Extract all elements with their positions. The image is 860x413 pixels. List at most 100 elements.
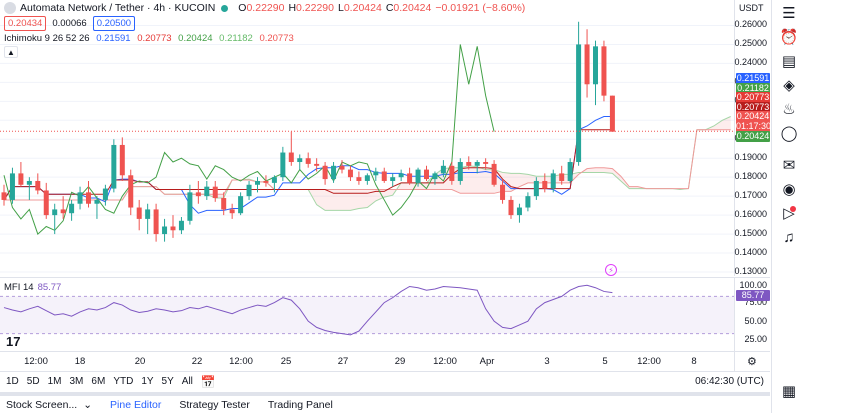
gear-icon[interactable]: ⚙ <box>747 356 757 368</box>
clock-time[interactable]: 06:42:30 (UTC) <box>695 376 764 387</box>
price-axis-label: 0.13000 <box>734 266 767 276</box>
candle-body <box>516 207 522 216</box>
candle-body <box>491 163 497 185</box>
chevron-down-icon[interactable]: ⌄ <box>83 398 93 411</box>
candle-body <box>288 152 294 163</box>
price-tag: 0.20424 <box>736 111 770 123</box>
range-button-ytd[interactable]: YTD <box>113 376 134 387</box>
range-button-1d[interactable]: 1D <box>6 376 19 387</box>
candle-body <box>119 144 125 176</box>
candle-body <box>483 162 489 164</box>
sell-price-button[interactable]: 0.20434 <box>4 16 47 31</box>
candle-body <box>584 44 590 85</box>
fire-icon[interactable]: ♨ <box>782 101 796 118</box>
candle-body <box>212 186 218 199</box>
range-button-5d[interactable]: 5D <box>26 376 40 387</box>
range-button-6m[interactable]: 6M <box>91 376 106 387</box>
range-button-1m[interactable]: 1M <box>47 376 62 387</box>
candle-body <box>111 144 117 189</box>
tab-trading-panel[interactable]: Trading Panel <box>267 398 333 411</box>
price-axis[interactable]: USDT 0.260000.250000.240000.230000.22000… <box>734 0 771 276</box>
candle-body <box>162 226 168 235</box>
range-button-1y[interactable]: 1Y <box>141 376 154 387</box>
ichimoku-leading-span-b <box>4 129 731 201</box>
candle-body <box>221 198 227 210</box>
list-icon[interactable]: ▤ <box>781 53 797 70</box>
price-tag: 0.20773 <box>736 101 770 113</box>
time-axis-tick: 27 <box>337 356 349 367</box>
candle-body <box>94 199 100 204</box>
price-chart-canvas[interactable] <box>0 0 734 276</box>
candle-body <box>238 196 244 214</box>
time-axis-tick: 12:00 <box>24 356 48 367</box>
candle-body <box>432 173 438 180</box>
candle-body <box>187 192 193 221</box>
range-button-3m[interactable]: 3M <box>69 376 84 387</box>
tab-pine-editor[interactable]: Pine Editor <box>110 398 162 411</box>
buy-price-button[interactable]: 0.20500 <box>92 16 136 31</box>
ichimoku-leadA-value: 0.21182 <box>219 33 253 44</box>
mfi-pane[interactable]: MFI 14 85.77 17 <box>0 277 734 351</box>
mfi-chart-canvas[interactable] <box>0 278 734 352</box>
candle-body <box>322 165 328 180</box>
symbol-title[interactable]: Automata Network / Tether · 4h · KUCOIN <box>20 2 216 14</box>
time-axis-tick: 25 <box>280 356 292 367</box>
bell-icon[interactable]: ♫ <box>783 228 795 246</box>
price-tag: 0.21591 <box>736 73 770 84</box>
ohlc-high-key: H <box>288 2 297 14</box>
time-axis-settings[interactable]: ⚙ <box>734 351 770 371</box>
bid-ask-boxes: 0.20434 0.00066 0.20500 <box>4 16 136 31</box>
time-axis-tick: Apr <box>479 356 495 367</box>
tradingview-logo[interactable]: 17 <box>6 334 21 349</box>
candle-body <box>525 196 531 208</box>
flash-event-icon[interactable]: ⚡ <box>605 264 617 276</box>
time-axis-tick: 18 <box>74 356 86 367</box>
range-button-all[interactable]: All <box>181 376 193 387</box>
candle-body <box>297 158 303 163</box>
candle-body <box>559 173 565 181</box>
candle-body <box>533 180 539 197</box>
candle-body <box>364 175 370 181</box>
tab-stock-screener[interactable]: Stock Screen... <box>6 398 78 411</box>
candle-body <box>178 220 184 231</box>
candle-body <box>449 165 455 181</box>
broadcast-icon[interactable]: ◉ <box>782 181 796 198</box>
candle-body <box>457 162 463 181</box>
candle-body <box>280 152 286 178</box>
watchlist-icon[interactable]: ☰ <box>782 5 796 22</box>
currency-label[interactable]: USDT <box>739 3 764 13</box>
ohlc-open-value: 0.22290 <box>246 2 285 14</box>
candle-body <box>136 207 142 219</box>
collapse-legend-icon[interactable]: ▲ <box>4 46 18 58</box>
chat-icon[interactable]: ✉ <box>782 157 796 174</box>
tab-strategy-tester[interactable]: Strategy Tester <box>179 398 250 411</box>
candle-body <box>86 192 91 204</box>
date-range-calendar-icon[interactable]: 📅 <box>200 374 216 389</box>
notification-dot <box>790 206 796 212</box>
price-axis-label: 0.25000 <box>734 38 767 49</box>
price-chart-pane[interactable]: Automata Network / Tether · 4h · KUCOIN … <box>0 0 734 276</box>
ichimoku-lagging-span <box>3 44 495 235</box>
market-status-icon <box>221 4 229 12</box>
candle-body <box>271 177 277 183</box>
mfi-axis[interactable]: 100.00 75.00 50.00 25.00 85.77 <box>734 277 770 351</box>
range-button-5y[interactable]: 5Y <box>161 376 174 387</box>
candle-body <box>18 173 24 185</box>
mfi-legend[interactable]: MFI 14 85.77 <box>4 282 61 293</box>
alert-clock-icon[interactable]: ⏰ <box>779 29 799 46</box>
time-axis-tick: 5 <box>602 356 608 367</box>
play-icon[interactable]: ▷ <box>783 205 795 222</box>
price-axis-label: 0.16000 <box>734 209 767 220</box>
symbol-logo-icon <box>4 2 16 14</box>
price-change: −0.01921 (−8.60%) <box>435 2 526 14</box>
lightbulb-icon[interactable]: ◯ <box>780 125 798 142</box>
calendar-icon[interactable]: ▦ <box>781 383 797 400</box>
candle-body <box>593 46 598 85</box>
candle-body <box>305 158 311 164</box>
ichimoku-legend[interactable]: Ichimoku 9 26 52 26 0.21591 0.20773 0.20… <box>4 33 298 44</box>
time-axis-tick: 22 <box>191 356 203 367</box>
time-axis[interactable]: 12:00 18 20 22 12:00 25 27 29 12:00 Apr 3 5 12:00 8 <box>0 351 734 371</box>
candle-body <box>43 190 49 216</box>
layers-icon[interactable]: ◈ <box>783 77 795 94</box>
candle-body <box>1 192 7 200</box>
